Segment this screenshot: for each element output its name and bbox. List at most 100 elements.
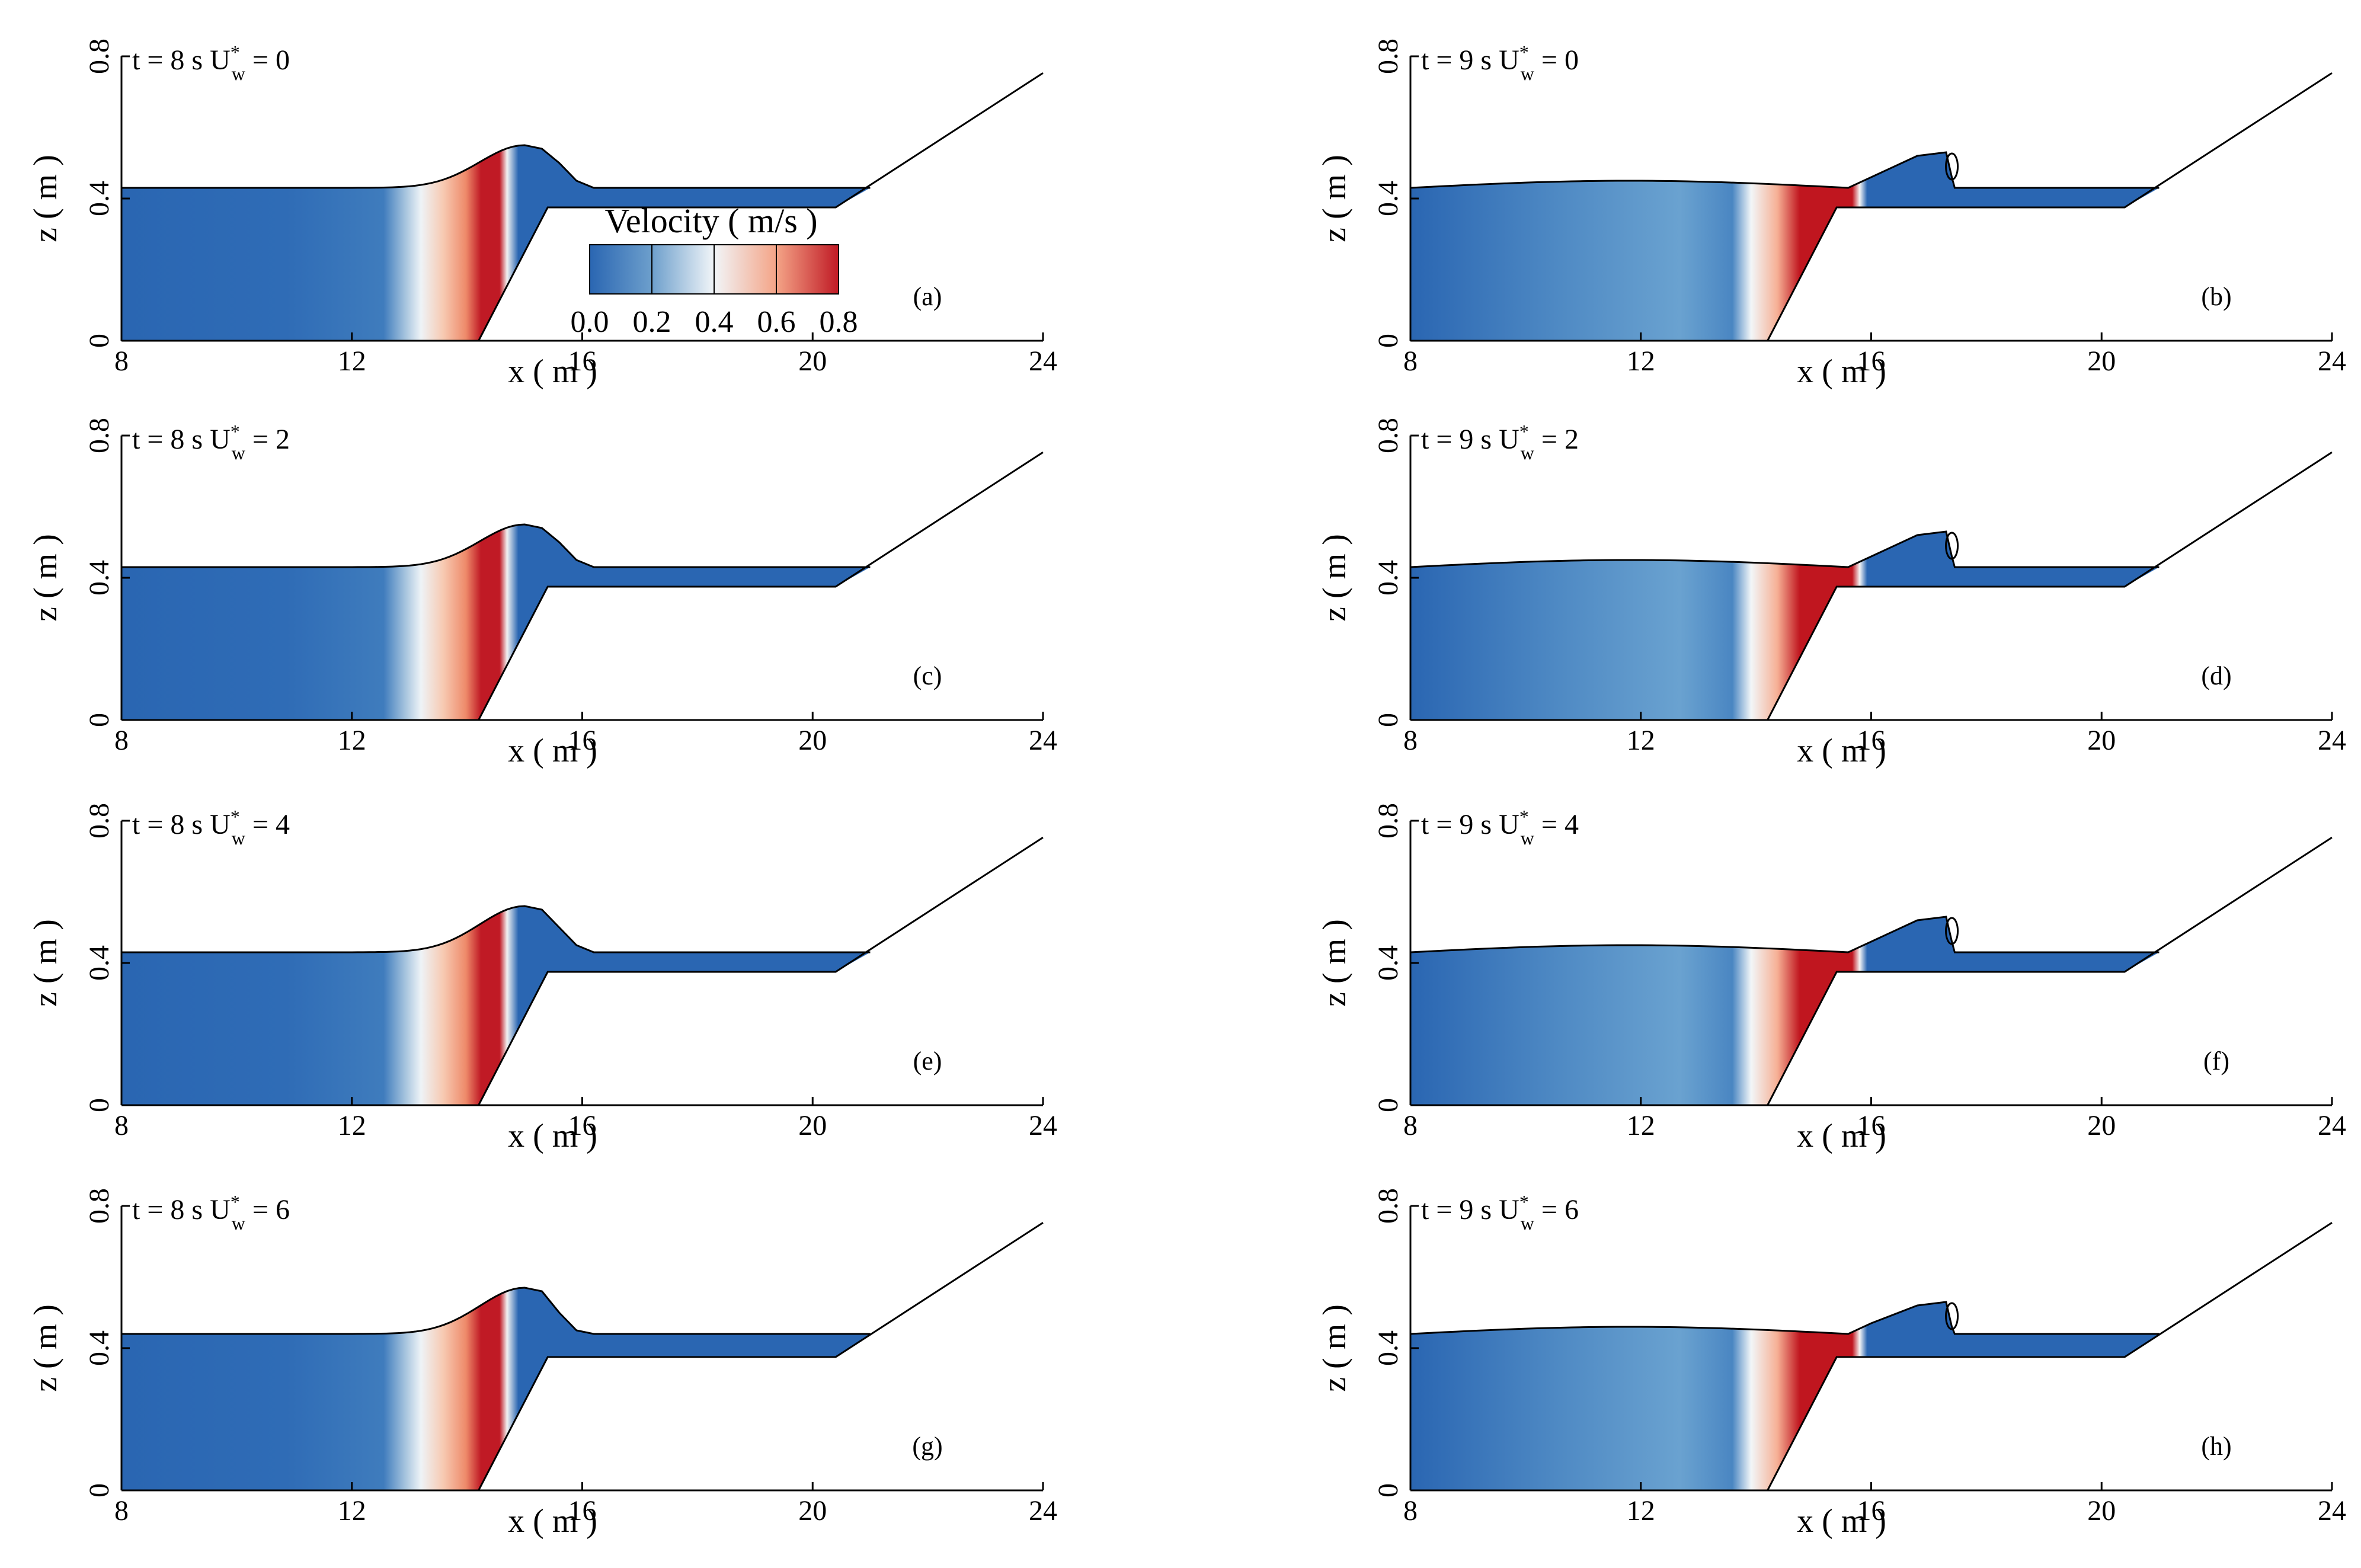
- bathymetry-line: [1767, 451, 2333, 721]
- x-tick-label: 20: [798, 1495, 827, 1527]
- bathymetry-line: [1767, 1221, 2333, 1491]
- x-tick-label: 12: [1627, 345, 1655, 377]
- free-surface-line: [1410, 530, 2160, 568]
- x-tick-label: 24: [1029, 1110, 1057, 1141]
- free-surface-line: [1410, 151, 2160, 189]
- x-tick-label: 8: [114, 345, 129, 377]
- x-tick-label: 12: [1627, 1495, 1655, 1527]
- x-axis-label: x ( m ): [1797, 1503, 1886, 1540]
- y-tick-label: 0.8: [1373, 803, 1404, 839]
- bathymetry-line: [1767, 836, 2333, 1106]
- x-tick-label: 8: [114, 725, 129, 756]
- colorbar-tick: 0.0: [571, 305, 609, 339]
- breaking-jet-loop: [1945, 152, 1959, 181]
- y-tick-label: 0: [84, 1098, 115, 1112]
- x-tick-label: 24: [2318, 345, 2346, 377]
- x-tick-label: 24: [2318, 1110, 2346, 1141]
- y-tick-label: 0: [1373, 1098, 1404, 1112]
- water-velocity-field: [121, 906, 871, 1105]
- y-tick-label: 0: [1373, 1483, 1404, 1497]
- water-velocity-field: [121, 1288, 871, 1490]
- panel-f: 8 12 16 20 24 0 0.4 0.8 x ( m ) z ( m ) t = 9 s U*…: [1316, 803, 2346, 1154]
- x-axis-label: x ( m ): [1797, 1118, 1886, 1154]
- x-tick-label: 20: [2087, 345, 2116, 377]
- x-axis-label: x ( m ): [508, 353, 597, 390]
- y-tick-label: 0: [84, 1483, 115, 1497]
- x-tick-label: 16: [568, 725, 597, 756]
- breaking-jet-loop: [1945, 532, 1959, 560]
- x-tick-label: 24: [1029, 345, 1057, 377]
- colorbar-tick: 0.6: [757, 305, 796, 339]
- x-tick-label: 16: [1857, 1110, 1886, 1141]
- y-tick-label: 0.8: [84, 1188, 115, 1224]
- y-tick-label: 0: [84, 334, 115, 348]
- colorbar-tick: 0.2: [633, 305, 671, 339]
- y-tick-label: 0.4: [84, 181, 115, 216]
- x-tick-label: 12: [338, 345, 366, 377]
- panel-label: (h): [2201, 1432, 2231, 1461]
- water-velocity-field: [1410, 1302, 2160, 1490]
- panel-annotation: t = 8 s U* w = 2: [132, 421, 290, 463]
- bathymetry-line: [478, 72, 1044, 341]
- y-axis-label: z ( m ): [27, 534, 64, 622]
- y-tick-label: 0.4: [1373, 1330, 1404, 1366]
- x-tick-label: 8: [1403, 345, 1418, 377]
- panel-label: (e): [913, 1047, 942, 1076]
- water-velocity-field: [1410, 152, 2160, 341]
- x-axis-label: x ( m ): [1797, 353, 1886, 390]
- y-tick-label: 0: [1373, 713, 1404, 727]
- panel-d: 8 12 16 20 24 0 0.4 0.8 x ( m ) z ( m ) t = 9 s U*…: [1316, 418, 2346, 769]
- x-tick-label: 24: [2318, 725, 2346, 756]
- x-axis-label: x ( m ): [1797, 732, 1886, 769]
- y-tick-label: 0.4: [84, 1330, 115, 1366]
- panel-annotation: t = 8 s U* w = 6: [132, 1191, 290, 1234]
- y-tick-label: 0.8: [84, 803, 115, 839]
- x-tick-label: 16: [568, 345, 597, 377]
- x-tick-label: 20: [2087, 725, 2116, 756]
- panel-annotation: t = 9 s U* w = 0: [1421, 41, 1579, 84]
- x-tick-label: 12: [338, 1110, 366, 1141]
- breaking-jet-loop: [1945, 917, 1959, 945]
- x-tick-label: 16: [1857, 725, 1886, 756]
- x-tick-label: 24: [2318, 1495, 2346, 1527]
- y-tick-label: 0.8: [1373, 418, 1404, 453]
- x-tick-label: 12: [1627, 725, 1655, 756]
- x-tick-label: 8: [1403, 1110, 1418, 1141]
- free-surface-line: [1410, 1301, 2160, 1335]
- x-tick-label: 8: [1403, 1495, 1418, 1527]
- colorbar-tick: 0.4: [695, 305, 734, 339]
- x-tick-label: 20: [798, 345, 827, 377]
- y-axis-label: z ( m ): [1316, 155, 1353, 242]
- x-tick-label: 16: [1857, 345, 1886, 377]
- x-tick-label: 20: [798, 725, 827, 756]
- bathymetry-line: [478, 1221, 1044, 1491]
- x-tick-label: 12: [338, 1495, 366, 1527]
- y-tick-label: 0.8: [1373, 1188, 1404, 1224]
- y-tick-label: 0.8: [84, 418, 115, 453]
- free-surface-line: [121, 144, 871, 189]
- y-axis-label: z ( m ): [27, 155, 64, 242]
- bathymetry-line: [478, 451, 1044, 721]
- panel-b: 8 12 16 20 24 0 0.4 0.8 x ( m ) z ( m ) t = 9 s U*…: [1316, 39, 2346, 390]
- x-tick-label: 8: [114, 1110, 129, 1141]
- y-axis-label: z ( m ): [1316, 919, 1353, 1007]
- y-tick-label: 0: [1373, 334, 1404, 348]
- panel-annotation: t = 9 s U* w = 6: [1421, 1191, 1579, 1234]
- free-surface-line: [121, 523, 871, 568]
- panel-label: (g): [912, 1432, 942, 1461]
- y-axis-label: z ( m ): [27, 919, 64, 1007]
- x-tick-label: 20: [2087, 1495, 2116, 1527]
- water-velocity-field: [121, 145, 871, 341]
- water-velocity-field: [121, 524, 871, 720]
- panel-annotation: t = 9 s U* w = 4: [1421, 806, 1579, 849]
- panel-label: (b): [2201, 282, 2231, 311]
- x-tick-label: 8: [114, 1495, 129, 1527]
- panel-annotation: t = 8 s U* w = 4: [132, 806, 290, 849]
- x-tick-label: 24: [1029, 1495, 1057, 1527]
- x-axis-label: x ( m ): [508, 1503, 597, 1540]
- panel-label: (c): [913, 661, 942, 690]
- colorbar-title: Velocity ( m/s ): [604, 201, 817, 240]
- free-surface-line: [121, 1287, 871, 1335]
- y-tick-label: 0.4: [84, 560, 115, 596]
